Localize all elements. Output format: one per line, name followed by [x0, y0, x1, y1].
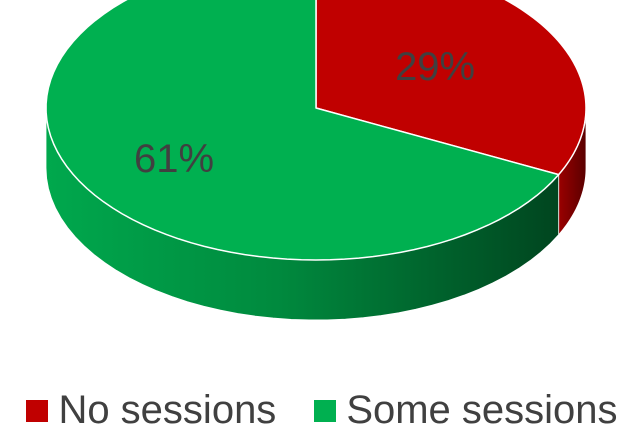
legend-swatch	[26, 399, 49, 422]
pie-chart-plot: 29% 61%	[45, 0, 587, 321]
legend-label: No sessions	[58, 388, 277, 432]
pie-slice-some-sessions[interactable]	[45, 0, 560, 261]
pie-slice-no-sessions[interactable]	[315, 0, 587, 176]
legend-swatch	[314, 399, 337, 422]
legend: No sessions Some sessions	[0, 388, 644, 433]
data-label-no-sessions: 29%	[395, 45, 475, 89]
data-label-some-sessions: 61%	[134, 137, 214, 181]
legend-item-no-sessions[interactable]: No sessions	[26, 388, 276, 433]
legend-item-some-sessions[interactable]: Some sessions	[314, 388, 618, 433]
legend-label: Some sessions	[346, 388, 618, 432]
